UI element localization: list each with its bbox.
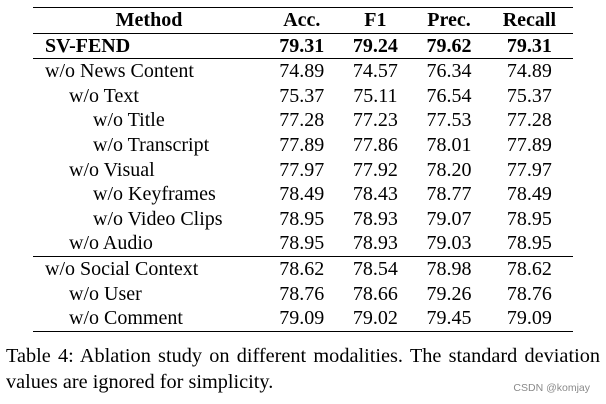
cell-f1: 78.66 xyxy=(352,282,398,305)
cell-acc: 79.31 xyxy=(265,32,339,59)
table-row: w/o News Content 74.89 74.57 76.34 74.89 xyxy=(33,58,573,84)
cell-recall: 78.95 xyxy=(506,207,552,230)
table-row: w/o Text 75.37 75.11 76.54 75.37 xyxy=(33,84,573,109)
row-method: w/o News Content xyxy=(45,60,194,83)
header-row: Method Acc. F1 Prec. Recall xyxy=(33,7,573,34)
table-row: w/o Comment 79.09 79.02 79.45 79.09 xyxy=(33,306,573,332)
cell-acc: 78.95 xyxy=(279,232,325,255)
cell-acc: 78.62 xyxy=(265,255,339,282)
cell-f1: 78.93 xyxy=(352,232,398,255)
cell-f1: 75.11 xyxy=(353,84,398,107)
cell-prec: 78.77 xyxy=(426,183,472,206)
table-row: w/o User 78.76 78.66 79.26 78.76 xyxy=(33,282,573,307)
table-row: w/o Social Context 78.62 78.54 78.98 78.… xyxy=(33,255,573,282)
ablation-table-container: Method Acc. F1 Prec. Recall SV-FEND 79.3… xyxy=(33,7,573,332)
header-f1: F1 xyxy=(338,7,413,34)
header-recall: Recall xyxy=(485,7,573,34)
cell-acc: 77.97 xyxy=(279,158,325,181)
cell-recall: 78.76 xyxy=(506,282,552,305)
row-method: w/o Audio xyxy=(69,232,153,255)
cell-acc: 79.09 xyxy=(265,306,339,332)
cell-prec: 77.53 xyxy=(426,109,472,132)
table-row: w/o Title 77.28 77.23 77.53 77.28 xyxy=(33,108,573,133)
row-method: w/o User xyxy=(69,282,142,305)
header-method: Method xyxy=(33,7,265,34)
cell-acc: 78.95 xyxy=(279,207,325,230)
row-method: w/o Comment xyxy=(69,307,183,330)
cell-f1: 78.93 xyxy=(352,207,398,230)
row-method: w/o Visual xyxy=(69,158,155,181)
table-row: w/o Visual 77.97 77.92 78.20 77.97 xyxy=(33,158,573,183)
cell-recall: 77.28 xyxy=(506,109,552,132)
cell-prec: 79.45 xyxy=(412,306,486,332)
cell-recall: 77.89 xyxy=(506,133,552,156)
row-method: w/o Transcript xyxy=(93,133,210,156)
table-row: w/o Transcript 77.89 77.86 78.01 77.89 xyxy=(33,133,573,158)
cell-prec: 79.62 xyxy=(412,32,486,59)
cell-acc: 75.37 xyxy=(279,84,325,107)
cell-acc: 77.28 xyxy=(279,109,325,132)
cell-prec: 76.34 xyxy=(412,58,486,84)
header-prec: Prec. xyxy=(412,7,486,34)
row-method: w/o Text xyxy=(69,84,139,107)
row-method: w/o Keyframes xyxy=(93,183,216,206)
cell-f1: 74.57 xyxy=(338,58,413,84)
cell-acc: 77.89 xyxy=(279,133,325,156)
cell-f1: 77.86 xyxy=(352,133,398,156)
cell-acc: 74.89 xyxy=(265,58,339,84)
table-row: SV-FEND 79.31 79.24 79.62 79.31 xyxy=(33,32,573,59)
cell-f1: 77.23 xyxy=(352,109,398,132)
cell-acc: 78.76 xyxy=(279,282,325,305)
cell-recall: 74.89 xyxy=(485,58,573,84)
cell-recall: 79.09 xyxy=(485,306,573,332)
cell-recall: 79.31 xyxy=(485,32,573,59)
cell-f1: 78.54 xyxy=(338,255,413,282)
row-method: SV-FEND xyxy=(45,34,131,57)
table-row: w/o Video Clips 78.95 78.93 79.07 78.95 xyxy=(33,207,573,232)
cell-prec: 79.26 xyxy=(426,282,472,305)
cell-f1: 79.24 xyxy=(338,32,413,59)
cell-f1: 78.43 xyxy=(352,183,398,206)
cell-f1: 79.02 xyxy=(338,306,413,332)
cell-recall: 78.95 xyxy=(506,232,552,255)
row-method: w/o Social Context xyxy=(45,257,199,280)
row-method: w/o Title xyxy=(93,109,165,132)
table-row: w/o Keyframes 78.49 78.43 78.77 78.49 xyxy=(33,182,573,207)
ablation-table: Method Acc. F1 Prec. Recall SV-FEND 79.3… xyxy=(33,7,573,332)
cell-prec: 79.03 xyxy=(426,232,472,255)
cell-prec: 78.01 xyxy=(426,133,472,156)
cell-prec: 76.54 xyxy=(426,84,472,107)
cell-acc: 78.49 xyxy=(279,183,325,206)
table-row: w/o Audio 78.95 78.93 79.03 78.95 xyxy=(33,231,573,256)
table-caption: Table 4: Ablation study on different mod… xyxy=(6,345,600,393)
cell-prec: 78.20 xyxy=(426,158,472,181)
cell-prec: 79.07 xyxy=(426,207,472,230)
watermark: CSDN @komjay xyxy=(513,382,590,394)
cell-recall: 75.37 xyxy=(506,84,552,107)
cell-f1: 77.92 xyxy=(352,158,398,181)
row-method: w/o Video Clips xyxy=(93,207,223,230)
header-acc: Acc. xyxy=(265,7,339,34)
cell-recall: 77.97 xyxy=(506,158,552,181)
cell-recall: 78.62 xyxy=(485,255,573,282)
cell-prec: 78.98 xyxy=(412,255,486,282)
cell-recall: 78.49 xyxy=(506,183,552,206)
